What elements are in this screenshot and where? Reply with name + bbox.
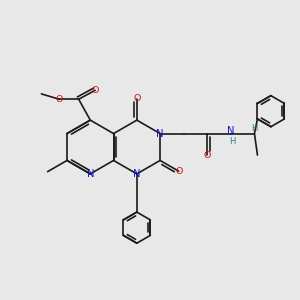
Text: H: H: [229, 136, 235, 146]
Text: N: N: [86, 169, 94, 179]
Text: H: H: [251, 124, 258, 133]
Text: O: O: [56, 95, 63, 104]
Text: O: O: [204, 151, 211, 160]
Text: O: O: [92, 86, 99, 95]
Text: O: O: [175, 167, 182, 176]
Text: O: O: [133, 94, 140, 103]
Text: N: N: [156, 129, 164, 139]
Text: N: N: [133, 169, 141, 179]
Text: N: N: [227, 126, 234, 136]
